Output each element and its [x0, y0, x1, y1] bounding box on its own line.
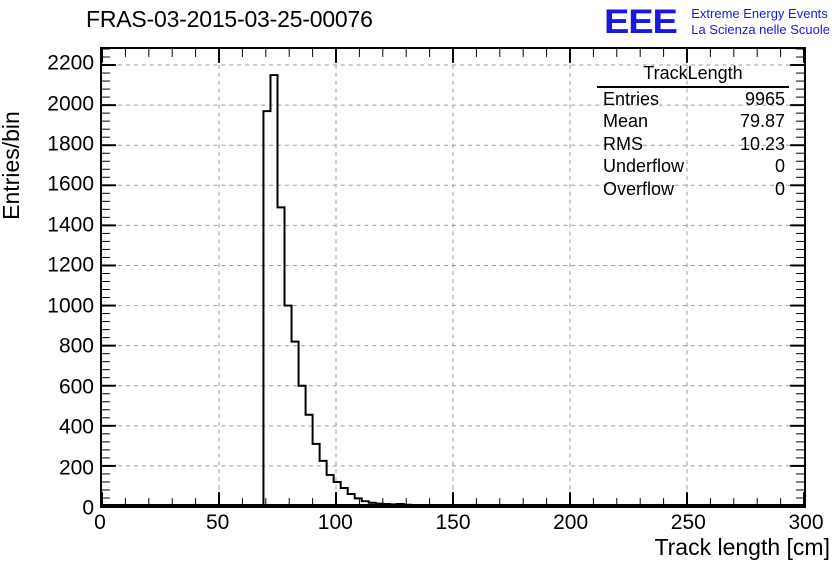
stats-row: Underflow 0 — [597, 155, 789, 178]
stats-row: Overflow 0 — [597, 178, 789, 201]
y-tick-label: 1000 — [47, 294, 94, 318]
stats-rows: Entries 9965 Mean 79.87 RMS 10.23 Underflow 0 Ov… — [597, 88, 789, 201]
x-tick-label: 250 — [670, 511, 706, 534]
x-axis-tick-labels: 0 50 100 150 200 250 300 — [94, 511, 823, 542]
histogram-trace — [102, 74, 804, 507]
stats-row: RMS 10.23 — [597, 133, 789, 156]
y-tick-label: 1600 — [47, 172, 94, 196]
x-tick-label: 300 — [788, 511, 824, 534]
y-tick-label: 1200 — [47, 253, 94, 277]
x-axis-title: Track length [cm] — [654, 534, 830, 560]
y-tick-label: 1400 — [47, 213, 94, 237]
eee-logo-text: Extreme Energy Events La Scienza nelle S… — [691, 6, 830, 38]
x-tick-label: 0 — [94, 511, 106, 534]
stats-row-key: Entries — [603, 88, 660, 109]
y-tick-label: 0 — [82, 496, 94, 520]
plot-area — [100, 47, 806, 508]
stats-row-value: 0 — [774, 156, 785, 176]
y-tick-label: 1800 — [47, 132, 94, 156]
stats-row-key: Underflow — [603, 156, 685, 176]
stats-box: TrackLength Entries 9965 Mean 79.87 RMS 10.23… — [597, 62, 789, 200]
y-tick-label: 400 — [58, 415, 94, 439]
stats-row-value: 9965 — [744, 88, 785, 109]
y-tick-label: 200 — [58, 456, 94, 480]
stats-row-value: 0 — [774, 178, 785, 199]
stats-row-key: Overflow — [603, 178, 675, 199]
y-tick-label: 800 — [58, 334, 94, 358]
eee-logo: EEE Extreme Energy Events La Scienza nel… — [604, 3, 830, 41]
x-tick-label: 200 — [553, 511, 589, 534]
y-tick-label: 600 — [58, 375, 94, 399]
y-tick-label: 2200 — [47, 51, 94, 75]
page-title: FRAS-03-2015-03-25-00076 — [86, 6, 373, 32]
x-tick-label: 150 — [435, 511, 471, 534]
grid-lines — [102, 49, 804, 506]
axis-ticks — [101, 48, 805, 507]
stats-row-value: 79.87 — [739, 111, 785, 131]
eee-logo-mark: EEE — [604, 3, 678, 41]
eee-logo-line1: Extreme Energy Events — [691, 6, 828, 21]
stats-row: Entries 9965 — [597, 88, 789, 111]
stats-row: Mean 79.87 — [597, 110, 789, 133]
y-tick-label: 2000 — [47, 92, 94, 116]
y-axis-tick-labels: 0 200 400 600 800 1000 1200 1400 1600 1800 2000 220… — [0, 47, 94, 519]
x-tick-label: 100 — [317, 511, 353, 534]
stats-row-key: RMS — [603, 133, 643, 154]
stats-row-key: Mean — [603, 111, 649, 131]
x-tick-label: 50 — [205, 511, 230, 534]
eee-logo-line2: La Scienza nelle Scuole — [691, 22, 830, 37]
stats-title: TrackLength — [597, 62, 789, 88]
stats-row-value: 10.23 — [739, 133, 785, 154]
